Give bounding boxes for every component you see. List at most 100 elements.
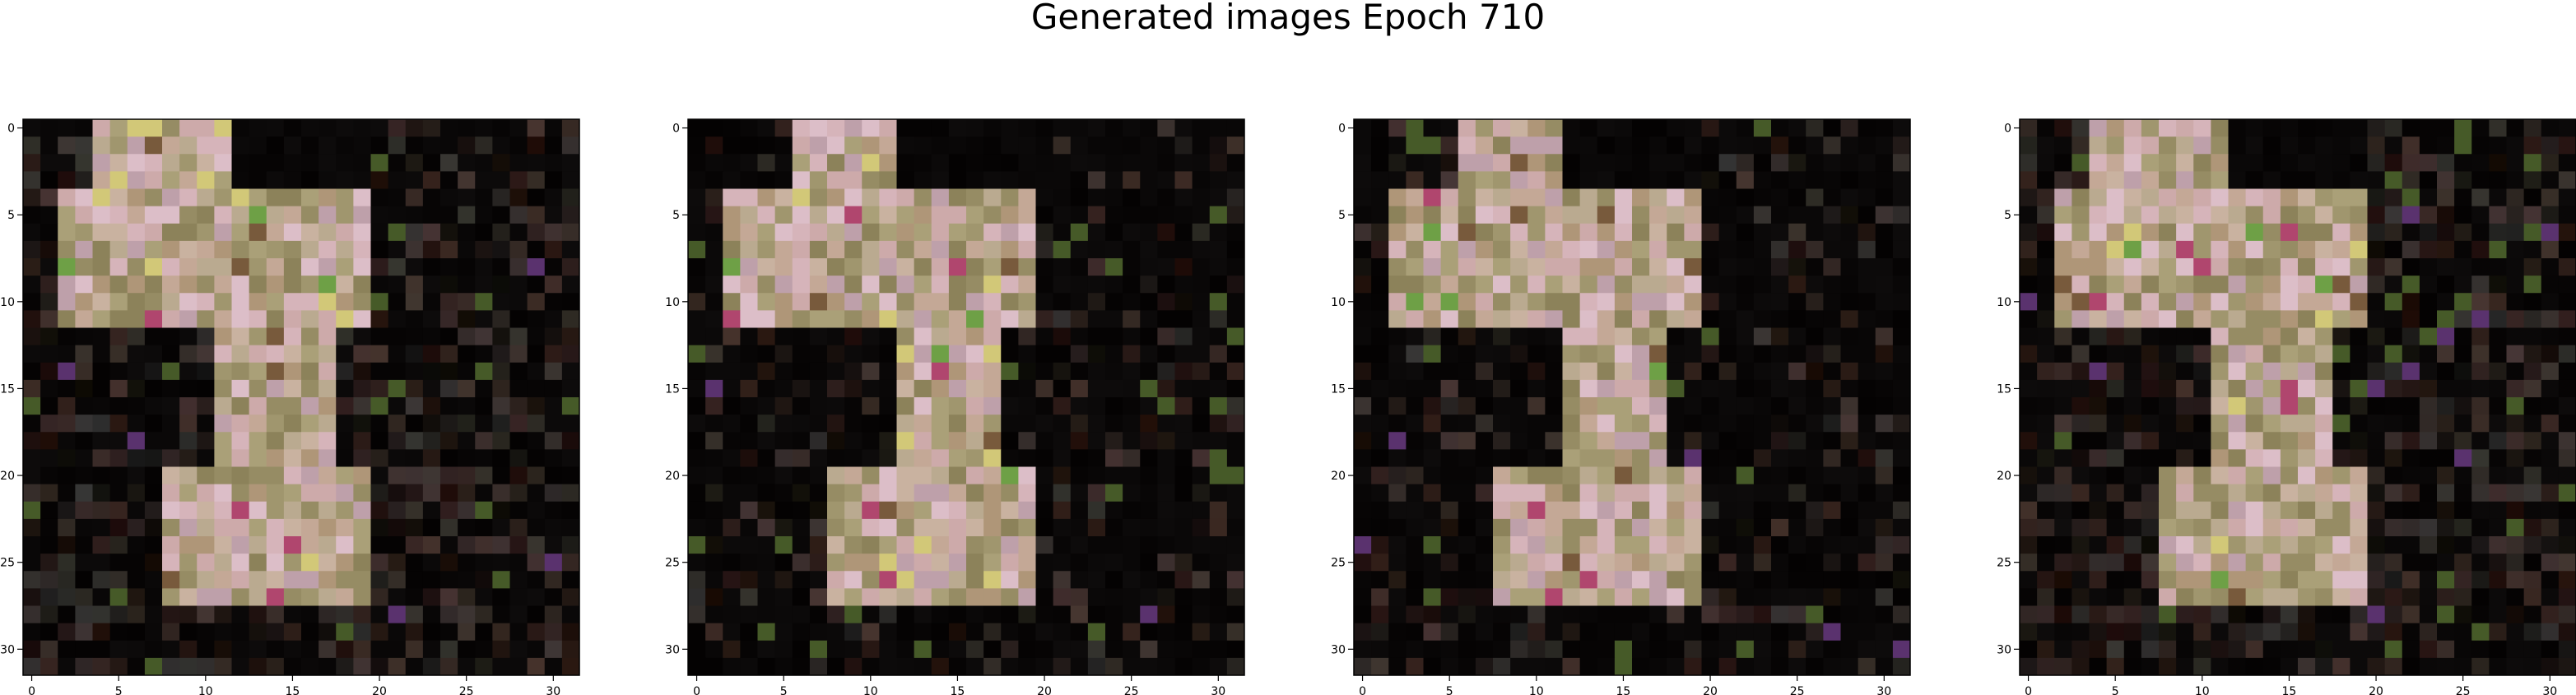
image-pixel [740,345,758,364]
image-pixel [1806,206,1824,225]
image-pixel [544,623,563,642]
image-pixel [1718,449,1737,467]
image-pixel [475,484,493,503]
image-pixel [809,640,828,659]
image-pixel [58,449,76,467]
image-pixel [2332,327,2350,346]
image-pixel [931,362,950,381]
image-pixel [1174,293,1193,311]
image-pixel [844,466,863,485]
image-pixel [2262,415,2281,433]
image-pixel [1788,258,1806,276]
image-pixel [336,154,354,172]
image-pixel [1475,657,1494,676]
image-pixel [2523,640,2542,659]
image-pixel [2402,484,2420,503]
image-pixel [723,605,741,624]
image-pixel [1406,397,1424,415]
image-pixel [405,206,424,225]
image-pixel [1562,240,1581,259]
image-pixel [109,554,128,572]
image-pixel [2384,466,2403,485]
image-pixel [179,554,198,572]
image-pixel [336,415,354,433]
image-pixel [1684,605,1702,624]
image-pixel [1875,415,1894,433]
image-pixel [1140,188,1158,207]
image-pixel [1736,379,1755,398]
image-pixel [2541,588,2560,606]
image-pixel [1123,640,1141,659]
image-pixel [1718,466,1737,485]
image-pixel [40,206,58,225]
image-pixel [1440,657,1459,676]
image-pixel [283,466,302,485]
image-pixel [1823,397,1841,415]
image-pixel [1771,640,1789,659]
image-pixel [1701,119,1720,137]
image-pixel [266,449,285,467]
image-pixel [2089,484,2108,503]
image-pixel [1579,501,1598,520]
image-pixel [1736,484,1755,503]
image-pixel [966,137,984,155]
image-pixel [231,223,250,242]
image-pixel [2384,605,2403,624]
image-pixel [1406,327,1424,346]
image-pixel [1510,518,1528,537]
image-pixel [1070,258,1089,276]
image-pixel [527,154,546,172]
image-pixel [1475,276,1494,294]
image-pixel [1823,310,1841,328]
image-pixel [2523,657,2542,676]
image-pixel [1579,345,1598,364]
image-pixel [1440,588,1459,606]
image-pixel [2054,518,2072,537]
image-pixel [1406,258,1424,276]
image-pixel [844,171,863,189]
image-pixel [2123,276,2142,294]
y-tick-label: 30 [1997,643,2011,656]
image-pixel [1753,310,1772,328]
image-pixel [1753,119,1772,137]
image-pixel [757,327,776,346]
image-pixel [1053,623,1072,642]
image-pixel [705,432,723,450]
image-pixel [231,605,250,624]
image-pixel [1718,345,1737,364]
image-pixel [1718,657,1737,676]
image-pixel [1788,449,1806,467]
image-pixel [353,623,371,642]
image-pixel [527,206,546,225]
image-pixel [827,536,845,554]
image-pixel [283,571,302,589]
image-pixel [1771,449,1789,467]
image-pixel [249,206,267,225]
image-pixel [2141,362,2160,381]
image-pixel [2471,623,2490,642]
image-pixel [844,449,863,467]
image-pixel [1858,188,1876,207]
image-pixel [1354,379,1372,398]
image-pixel [862,466,880,485]
image-pixel [931,571,950,589]
image-pixel [1192,362,1211,381]
image-pixel [1771,415,1789,433]
image-pixel [2054,554,2072,572]
image-pixel [1510,258,1528,276]
image-pixel [197,623,215,642]
image-pixel [319,640,337,659]
y-tick-label: 15 [665,382,680,396]
image-pixel [388,223,407,242]
image-pixel [2523,536,2542,554]
image-pixel [2280,206,2299,225]
image-pixel [688,536,706,554]
image-pixel [2054,397,2072,415]
image-pixel [2193,501,2211,520]
image-pixel [405,518,424,537]
image-pixel [2106,206,2125,225]
image-pixel [283,310,302,328]
image-pixel [319,154,337,172]
image-pixel [2193,119,2211,137]
image-pixel [2159,518,2177,537]
